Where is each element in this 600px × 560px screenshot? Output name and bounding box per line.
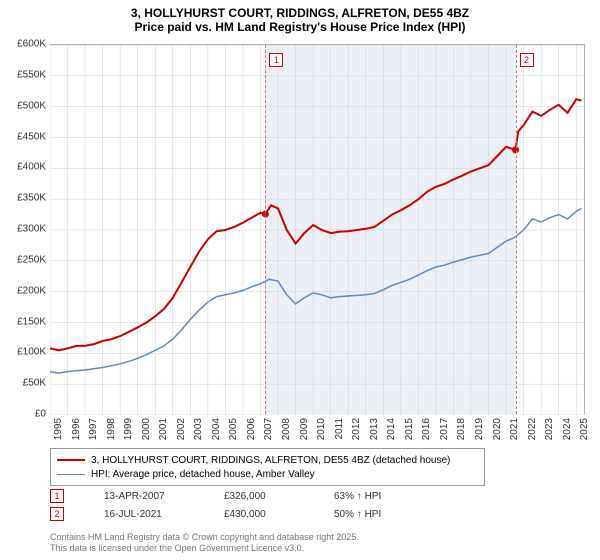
y-tick-label: £150K (17, 316, 46, 327)
x-axis-labels: 1995 1996 1997 1998 1999 2000 2001 2002 2003 2004… (50, 416, 585, 446)
marker-price: £326,000 (224, 491, 334, 502)
x-tick-label: 2013 (369, 418, 380, 440)
marker-date: 16-JUL-2021 (104, 509, 224, 520)
legend-box: 3, HOLLYHURST COURT, RIDDINGS, ALFRETON,… (50, 448, 485, 486)
y-tick-label: £100K (17, 347, 46, 358)
chart-title: 3, HOLLYHURST COURT, RIDDINGS, ALFRETON,… (0, 0, 600, 36)
x-tick-label: 2022 (527, 418, 538, 440)
x-tick-label: 1997 (88, 418, 99, 440)
x-tick-label: 2015 (404, 418, 415, 440)
x-tick-label: 2012 (351, 418, 362, 440)
y-tick-label: £300K (17, 224, 46, 235)
x-tick-label: 2019 (474, 418, 485, 440)
x-tick-label: 1999 (123, 418, 134, 440)
x-tick-label: 2006 (246, 418, 257, 440)
x-tick-label: 2008 (281, 418, 292, 440)
x-tick-label: 2001 (158, 418, 169, 440)
x-tick-label: 2018 (456, 418, 467, 440)
x-tick-label: 2016 (421, 418, 432, 440)
y-tick-label: £200K (17, 285, 46, 296)
legend-label: HPI: Average price, detached house, Ambe… (91, 469, 315, 480)
event-vline (516, 45, 517, 414)
footer-attribution: Contains HM Land Registry data © Crown c… (50, 532, 359, 554)
y-tick-label: £600K (17, 39, 46, 50)
sale-markers-table: 1 13-APR-2007£326,00063% ↑ HPI 2 16-JUL-202… (50, 487, 381, 523)
x-tick-label: 2025 (579, 418, 590, 440)
y-tick-label: £500K (17, 100, 46, 111)
event-vline (265, 45, 266, 414)
marker-delta: 63% ↑ HPI (334, 491, 381, 502)
x-tick-label: 1996 (71, 418, 82, 440)
chart-plot-area: 12 (50, 44, 585, 414)
title-line-2: Price paid vs. HM Land Registry's House … (0, 20, 600, 34)
title-line-1: 3, HOLLYHURST COURT, RIDDINGS, ALFRETON,… (0, 6, 600, 20)
marker-date: 13-APR-2007 (104, 491, 224, 502)
chart-marker-2: 2 (520, 53, 534, 67)
y-tick-label: £350K (17, 193, 46, 204)
y-axis-labels: £0£50K£100K£150K£200K£250K£300K£350K£400… (0, 44, 48, 414)
chart-marker-1: 1 (269, 53, 283, 67)
chart-svg (50, 45, 585, 415)
x-tick-label: 2009 (299, 418, 310, 440)
x-tick-label: 2004 (211, 418, 222, 440)
x-tick-label: 2007 (263, 418, 274, 440)
marker-number-box: 1 (50, 489, 64, 503)
sale-marker-row: 2 16-JUL-2021£430,00050% ↑ HPI (50, 505, 381, 523)
legend-label: 3, HOLLYHURST COURT, RIDDINGS, ALFRETON,… (91, 455, 450, 466)
legend-row: 3, HOLLYHURST COURT, RIDDINGS, ALFRETON,… (57, 453, 478, 467)
sale-marker-row: 1 13-APR-2007£326,00063% ↑ HPI (50, 487, 381, 505)
y-tick-label: £50K (23, 378, 46, 389)
x-tick-label: 2014 (386, 418, 397, 440)
footer-line-1: Contains HM Land Registry data © Crown c… (50, 532, 359, 543)
x-tick-label: 1998 (106, 418, 117, 440)
y-tick-label: £550K (17, 69, 46, 80)
x-tick-label: 2002 (176, 418, 187, 440)
x-tick-label: 2010 (316, 418, 327, 440)
marker-number-box: 2 (50, 507, 64, 521)
y-tick-label: £400K (17, 162, 46, 173)
x-tick-label: 1995 (53, 418, 64, 440)
x-tick-label: 2003 (193, 418, 204, 440)
x-tick-label: 2020 (492, 418, 503, 440)
x-tick-label: 2011 (334, 418, 345, 440)
marker-delta: 50% ↑ HPI (334, 509, 381, 520)
legend-row: HPI: Average price, detached house, Ambe… (57, 467, 478, 481)
y-tick-label: £0 (35, 409, 46, 420)
x-tick-label: 2000 (141, 418, 152, 440)
footer-line-2: This data is licensed under the Open Gov… (50, 543, 359, 554)
x-tick-label: 2017 (439, 418, 450, 440)
x-tick-label: 2023 (544, 418, 555, 440)
marker-price: £430,000 (224, 509, 334, 520)
x-tick-label: 2024 (562, 418, 573, 440)
x-tick-label: 2005 (228, 418, 239, 440)
legend-swatch (57, 474, 85, 475)
x-tick-label: 2021 (509, 418, 520, 440)
y-tick-label: £250K (17, 254, 46, 265)
legend-swatch (57, 459, 85, 461)
y-tick-label: £450K (17, 131, 46, 142)
